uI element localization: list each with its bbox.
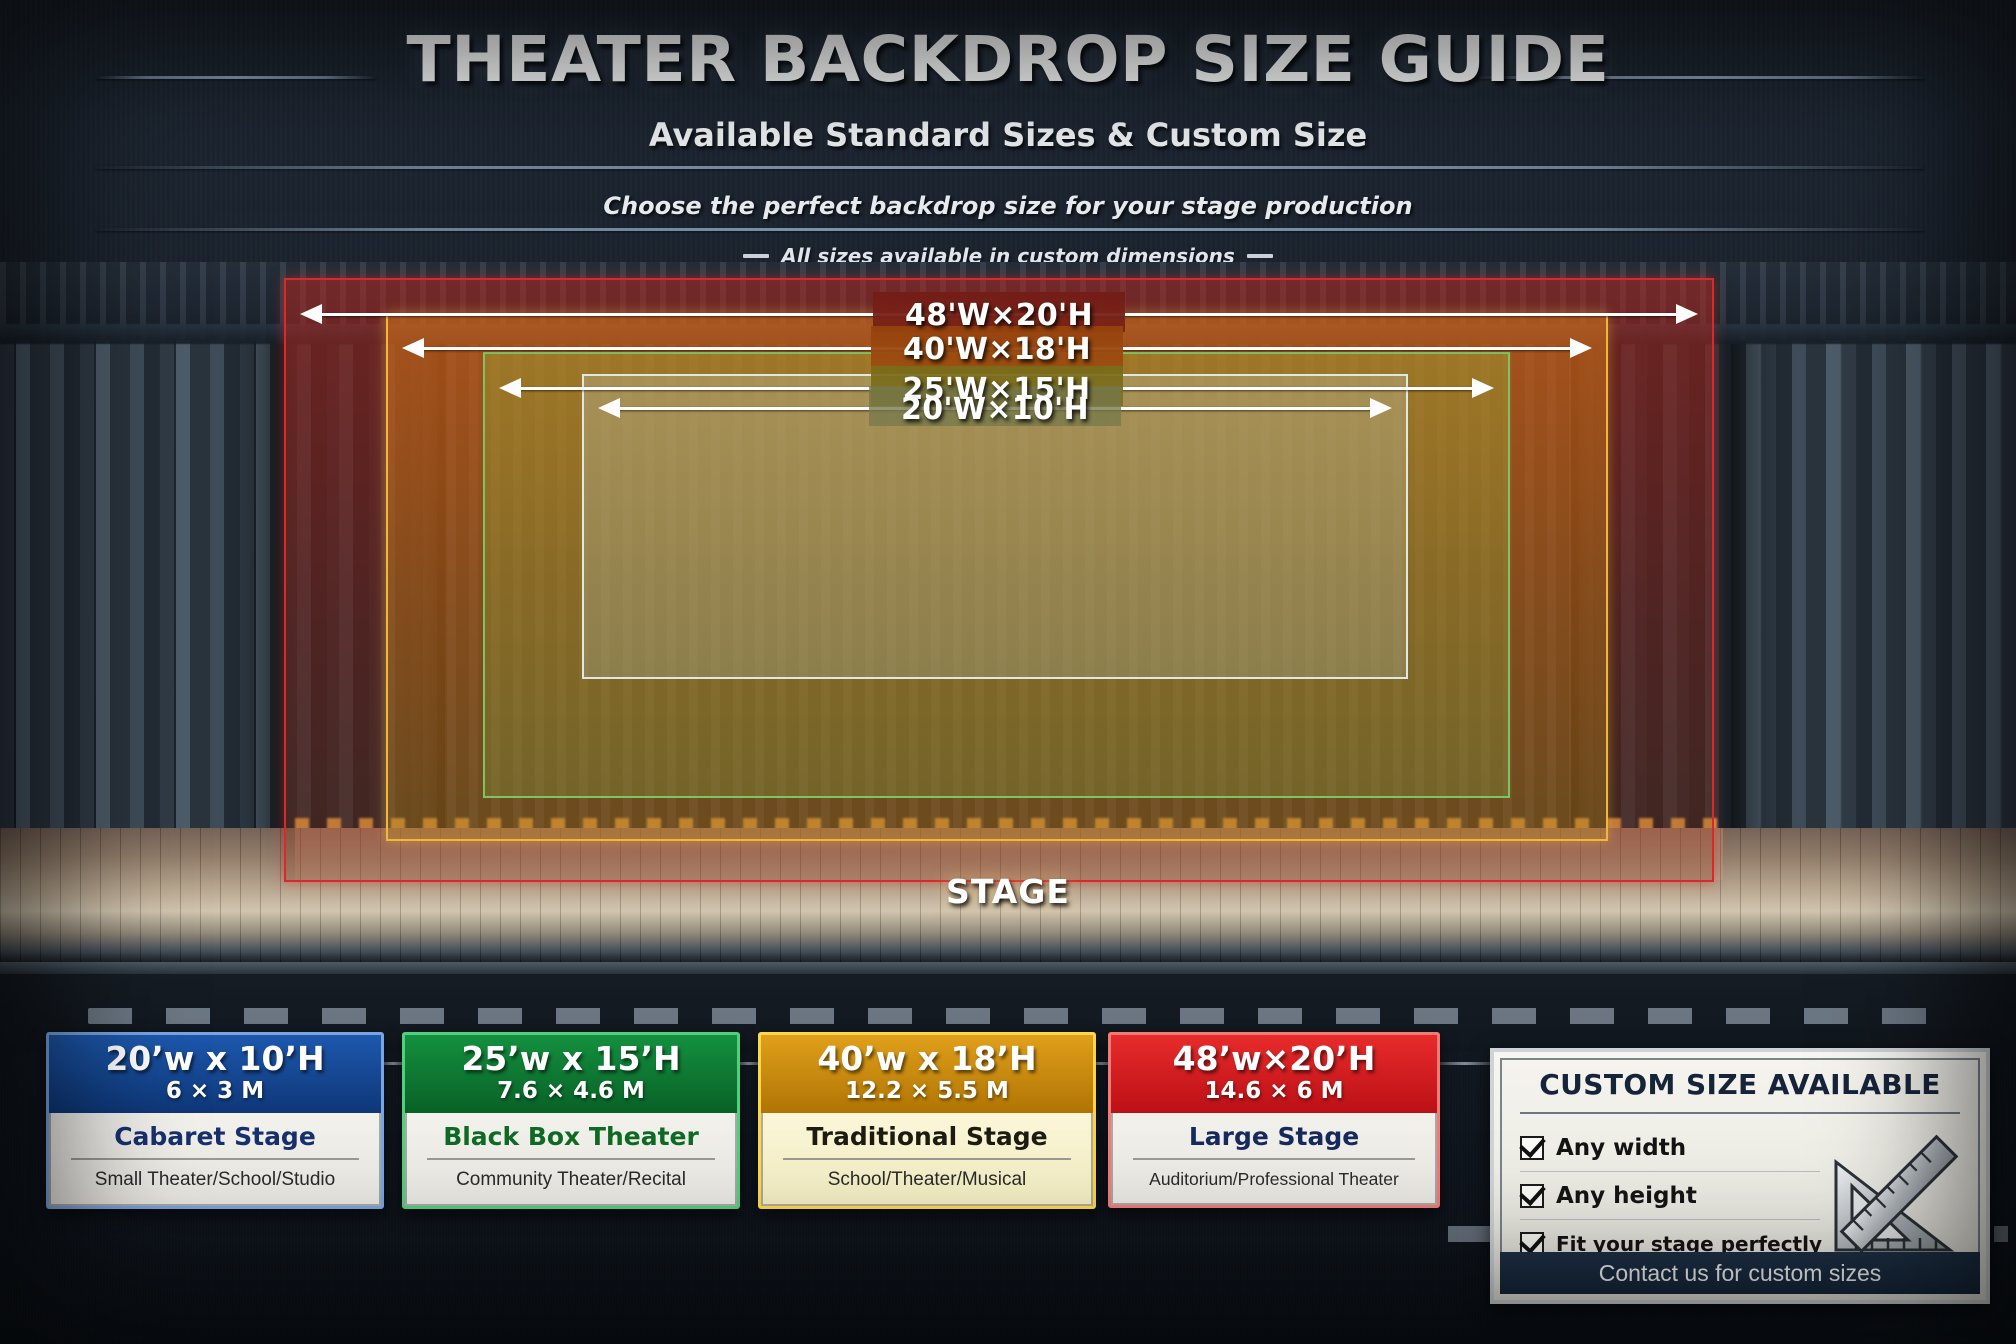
size-label-25x15: 25'W×15'H bbox=[902, 372, 1091, 407]
size-label-20x10: 20'W×10'H bbox=[901, 392, 1089, 427]
card-body: Cabaret Stage Small Theater/School/Studi… bbox=[49, 1113, 381, 1206]
card-dimension: 48’w×20’H bbox=[1172, 1039, 1376, 1078]
card-body: Black Box Theater Community Theater/Reci… bbox=[405, 1113, 737, 1206]
card-dimension: 40’w x 18’H bbox=[817, 1039, 1037, 1078]
header-panel bbox=[0, 0, 2016, 262]
custom-feature-label: Any width bbox=[1556, 1134, 1687, 1161]
page-title: THEATER BACKDROP SIZE GUIDE bbox=[406, 23, 1610, 96]
size-arrow-40x18 bbox=[402, 326, 1592, 366]
card-name: Traditional Stage bbox=[806, 1122, 1048, 1151]
page-subtitle: Available Standard Sizes & Custom Size bbox=[648, 116, 1368, 154]
custom-feature-label: Any height bbox=[1556, 1182, 1697, 1209]
card-header: 40’w x 18’H 12.2 × 5.5 M bbox=[761, 1035, 1093, 1113]
size-overlay-25x15-fill bbox=[485, 354, 1508, 796]
footlight-lamps bbox=[88, 1008, 1928, 1024]
arrow-head-right-icon bbox=[1570, 338, 1592, 358]
arrow-head-left-icon bbox=[598, 398, 620, 418]
size-overlay-25x15[interactable]: 25'W×15'H bbox=[483, 352, 1510, 798]
card-use: Auditorium/Professional Theater bbox=[1149, 1169, 1399, 1189]
header-rule-left bbox=[96, 76, 376, 79]
card-name: Black Box Theater bbox=[443, 1122, 699, 1151]
size-arrow-48x20 bbox=[300, 292, 1698, 332]
card-body: Traditional Stage School/Theater/Musical bbox=[761, 1113, 1093, 1206]
card-connector-1 bbox=[372, 1062, 414, 1065]
card-dimension: 20’w x 10’H bbox=[105, 1039, 325, 1078]
checkbox-checked-icon[interactable] bbox=[1520, 1135, 1544, 1160]
card-use: School/Theater/Musical bbox=[827, 1169, 1027, 1190]
stage-apron-shadow bbox=[0, 952, 2016, 962]
header-rule-lower bbox=[96, 228, 1924, 231]
custom-feature-list: Any width Any height Fit your stage perf… bbox=[1520, 1124, 1822, 1268]
arrow-label-mask bbox=[871, 326, 1123, 366]
card-divider bbox=[783, 1158, 1071, 1160]
card-metric: 12.2 × 5.5 M bbox=[845, 1077, 1009, 1104]
dash-left-icon bbox=[743, 253, 770, 258]
header-rule-right bbox=[1478, 76, 1924, 79]
arrow-head-right-icon bbox=[1472, 378, 1494, 398]
stage-label: STAGE bbox=[946, 872, 1070, 911]
card-header: 48’w×20’H 14.6 × 6 M bbox=[1111, 1035, 1437, 1113]
size-arrow-20x10 bbox=[598, 386, 1392, 426]
card-divider bbox=[427, 1158, 715, 1160]
header-rule-mid bbox=[96, 166, 1924, 169]
card-use: Small Theater/School/Studio bbox=[94, 1169, 336, 1190]
dash-right-icon bbox=[1246, 253, 1273, 258]
size-overlay-20x10[interactable]: 20'W×10'H bbox=[582, 374, 1408, 679]
custom-panel-rule bbox=[1520, 1112, 1960, 1114]
title-wrap: THEATER BACKDROP SIZE GUIDE bbox=[0, 23, 2016, 96]
arrow-head-left-icon bbox=[499, 378, 521, 398]
card-divider bbox=[1133, 1158, 1415, 1160]
card-divider bbox=[71, 1158, 359, 1160]
size-overlay-20x10-fill bbox=[584, 376, 1406, 677]
checkbox-checked-icon[interactable] bbox=[1520, 1183, 1544, 1208]
footlight-rail bbox=[0, 962, 2016, 974]
card-metric: 7.6 × 4.6 M bbox=[497, 1077, 645, 1104]
size-card-large[interactable]: 48’w×20’H 14.6 × 6 M Large Stage Auditor… bbox=[1108, 1032, 1440, 1208]
size-card-list: 20’w x 10’H 6 × 3 M Cabaret Stage Small … bbox=[0, 1032, 2016, 1312]
arrow-head-left-icon bbox=[300, 304, 322, 324]
size-card-cabaret[interactable]: 20’w x 10’H 6 × 3 M Cabaret Stage Small … bbox=[46, 1032, 384, 1209]
custom-contact-label: Contact us for custom sizes bbox=[1598, 1259, 1882, 1286]
size-card-blackbox[interactable]: 25’w x 15’H 7.6 × 4.6 M Black Box Theate… bbox=[402, 1032, 740, 1209]
card-header: 25’w x 15’H 7.6 × 4.6 M bbox=[405, 1035, 737, 1113]
custom-feature-row[interactable]: Any width bbox=[1520, 1124, 1820, 1172]
card-dimension: 25’w x 15’H bbox=[461, 1039, 681, 1078]
card-connector-4 bbox=[1430, 1062, 1500, 1065]
arrow-head-right-icon bbox=[1676, 304, 1698, 324]
card-header: 20’w x 10’H 6 × 3 M bbox=[49, 1035, 381, 1113]
card-metric: 14.6 × 6 M bbox=[1204, 1077, 1344, 1104]
custom-panel-title: CUSTOM SIZE AVAILABLE bbox=[1539, 1068, 1941, 1101]
curtain-right bbox=[1716, 262, 2016, 922]
custom-contact-bar[interactable]: Contact us for custom sizes bbox=[1500, 1252, 1980, 1294]
card-name: Cabaret Stage bbox=[114, 1122, 316, 1151]
curtain-left bbox=[0, 262, 300, 922]
card-name: Large Stage bbox=[1188, 1122, 1360, 1151]
ruler-triangle-icon bbox=[1826, 1128, 1972, 1260]
arrow-head-left-icon bbox=[402, 338, 424, 358]
card-use: Community Theater/Recital bbox=[456, 1169, 686, 1190]
card-metric: 6 × 3 M bbox=[165, 1077, 265, 1104]
arrow-label-mask bbox=[869, 386, 1121, 426]
size-label-40x18: 40'W×18'H bbox=[903, 332, 1091, 367]
page-tagline: Choose the perfect backdrop size for you… bbox=[603, 192, 1413, 220]
card-body: Large Stage Auditorium/Professional Thea… bbox=[1111, 1113, 1437, 1205]
arrow-label-mask bbox=[873, 292, 1125, 332]
arrow-head-right-icon bbox=[1370, 398, 1392, 418]
size-card-traditional[interactable]: 40’w x 18’H 12.2 × 5.5 M Traditional Sta… bbox=[758, 1032, 1096, 1209]
size-label-48x20: 48'W×20'H bbox=[905, 298, 1093, 333]
custom-size-panel[interactable]: CUSTOM SIZE AVAILABLE Any width Any heig… bbox=[1490, 1048, 1990, 1304]
custom-feature-row[interactable]: Any height bbox=[1520, 1172, 1820, 1220]
card-connector-2 bbox=[728, 1062, 770, 1065]
stage-illustration: 48'W×20'H 40'W×18'H 25'W×15'H bbox=[0, 262, 2016, 962]
card-connector-3 bbox=[1080, 1062, 1122, 1065]
